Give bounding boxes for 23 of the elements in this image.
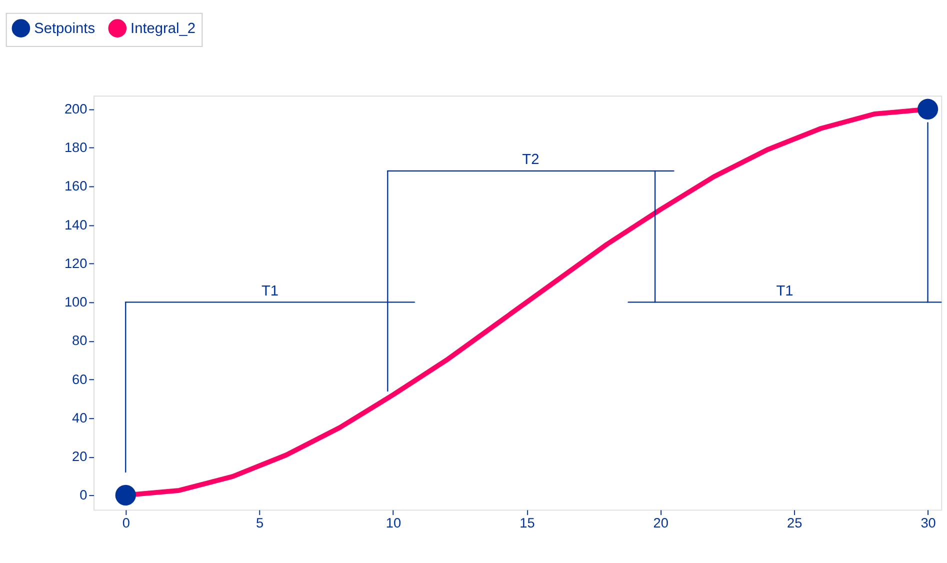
y-tick-label: 120 [64,256,88,271]
x-tick-label: 15 [520,516,535,531]
x-tick-label: 25 [787,516,802,531]
y-tick-label: 100 [64,294,88,310]
x-tick-label: 20 [653,516,669,531]
y-tick-label: 20 [72,448,88,464]
y-tick-label: 140 [64,217,88,232]
y-tick-label: 160 [64,178,88,194]
x-tick-label: 10 [386,516,402,531]
annotation: T1 [261,283,279,300]
legend-label: Setpoints [34,21,96,38]
annotation: T2 [522,152,540,168]
y-tick-label: 180 [64,140,88,156]
y-tick-label: 40 [72,410,88,426]
legend-label: Integral_2 [130,21,196,38]
x-tick-label: 5 [256,516,264,531]
annotation: T1 [776,283,794,300]
x-tick-label: 0 [122,516,130,531]
y-tick-label: 60 [72,372,88,387]
y-tick-label: 0 [80,488,88,503]
y-tick-label: 80 [72,333,88,348]
x-tick-label: 30 [920,516,936,531]
y-tick-label: 200 [64,102,88,117]
